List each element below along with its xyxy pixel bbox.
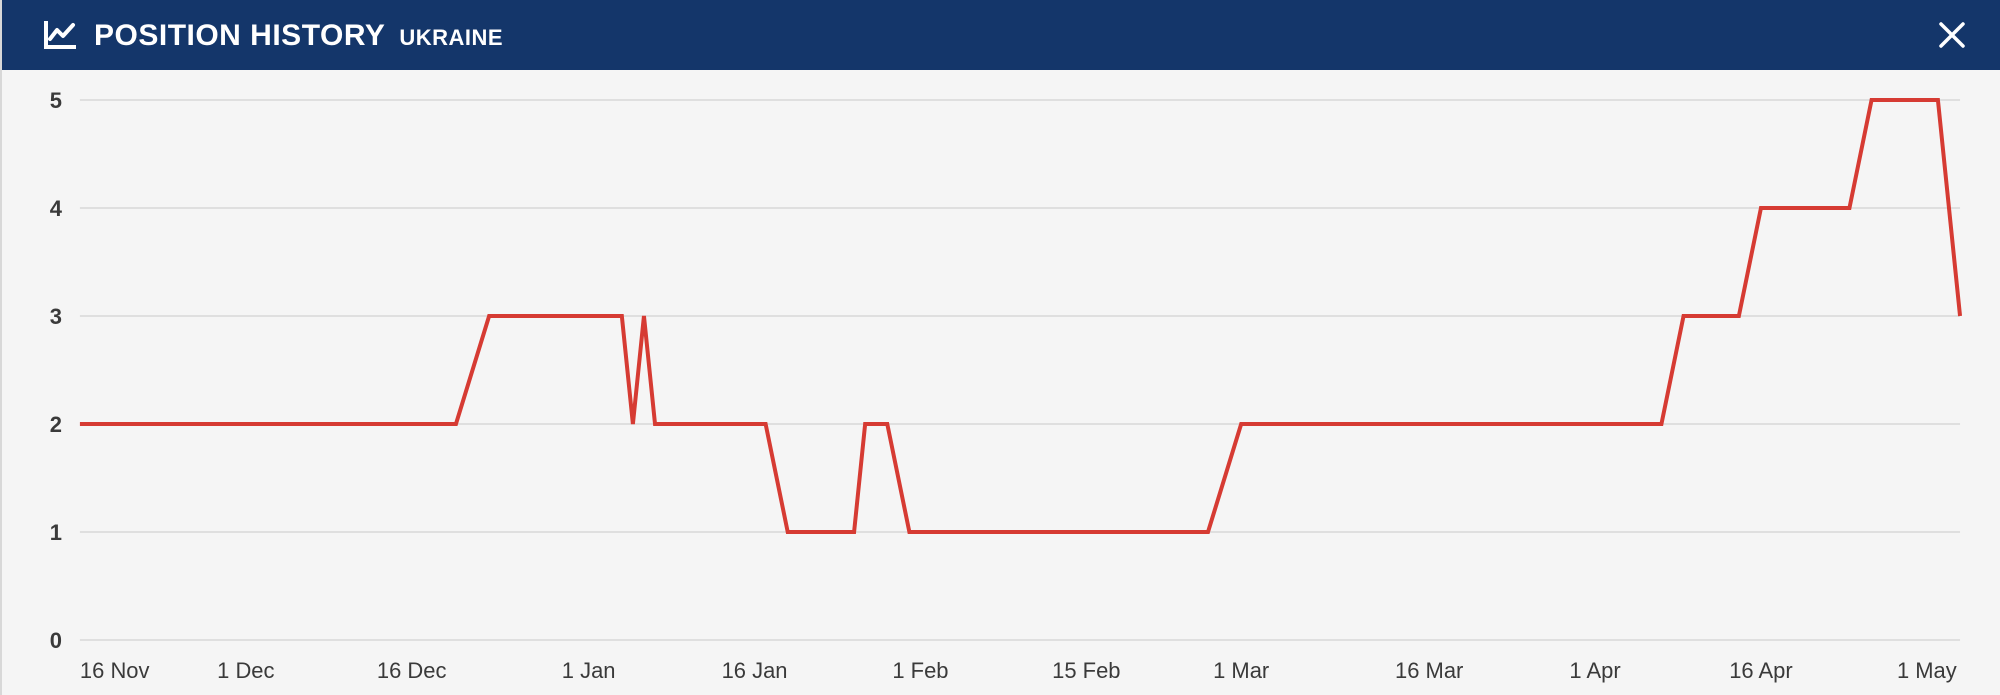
chart-area: 0 1 2 3 4 5 16 Nov 1 Dec 16 Dec 1 Jan 16 Jan 1 Feb 1…	[2, 70, 2000, 695]
panel-title: POSITION HISTORY	[94, 19, 385, 53]
x-tick-label: 15 Feb	[1052, 658, 1120, 683]
position-history-panel: POSITION HISTORY UKRAINE 0 1 2 3 4 5 16 Nov 1 D…	[0, 0, 2000, 695]
y-tick-label: 2	[50, 412, 62, 437]
panel-header: POSITION HISTORY UKRAINE	[2, 0, 2000, 70]
x-tick-label: 16 Nov	[80, 658, 150, 683]
panel-subtitle: UKRAINE	[399, 25, 503, 51]
y-tick-label: 1	[50, 520, 62, 545]
position-history-chart: 0 1 2 3 4 5 16 Nov 1 Dec 16 Dec 1 Jan 16 Jan 1 Feb 1…	[2, 70, 2000, 695]
x-tick-label: 16 Apr	[1729, 658, 1792, 683]
y-tick-label: 4	[50, 196, 63, 221]
x-tick-label: 1 Apr	[1569, 658, 1620, 683]
close-icon	[1938, 21, 1966, 49]
line-chart-icon	[44, 21, 76, 49]
x-tick-label: 1 Jan	[562, 658, 616, 683]
x-tick-label: 16 Jan	[722, 658, 788, 683]
y-tick-label: 0	[50, 628, 62, 653]
x-tick-label: 16 Mar	[1395, 658, 1463, 683]
close-button[interactable]	[1932, 15, 1972, 55]
x-tick-label: 1 Dec	[217, 658, 274, 683]
x-tick-label: 1 Mar	[1213, 658, 1269, 683]
x-tick-label: 16 Dec	[377, 658, 447, 683]
y-tick-label: 5	[50, 88, 62, 113]
y-tick-label: 3	[50, 304, 62, 329]
x-tick-label: 1 Feb	[892, 658, 948, 683]
x-tick-label: 1 May	[1897, 658, 1957, 683]
header-left-group: POSITION HISTORY UKRAINE	[44, 17, 503, 53]
